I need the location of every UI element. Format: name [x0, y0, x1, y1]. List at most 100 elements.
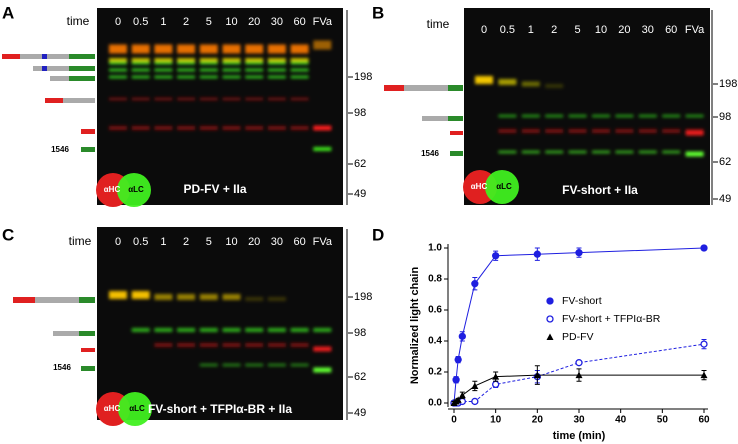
gel-band — [685, 130, 704, 136]
lane-label: 0 — [481, 24, 487, 36]
x-tick-label: 20 — [532, 415, 544, 426]
gel-band — [199, 44, 218, 54]
gel-band — [177, 44, 196, 54]
gel-band — [222, 68, 241, 72]
marker-label: 49 — [719, 193, 731, 205]
lane-label: 60 — [293, 16, 305, 28]
gel-band — [177, 343, 196, 347]
gel-band — [245, 58, 264, 62]
gel-band — [109, 44, 127, 54]
gel-band — [131, 75, 150, 79]
data-point — [575, 371, 583, 379]
lane-label: FVa — [313, 236, 333, 248]
gel-band — [267, 363, 286, 367]
gel-band — [131, 328, 150, 332]
data-point — [533, 250, 541, 258]
legend-label: αHC — [471, 182, 488, 191]
gel-band — [267, 328, 286, 332]
gel-band — [154, 61, 173, 65]
gel-band — [131, 291, 150, 299]
legend-marker — [546, 333, 554, 340]
gel-band — [568, 129, 587, 133]
gel-band — [267, 297, 286, 301]
data-point — [471, 382, 479, 389]
gel-band — [154, 58, 173, 62]
schematics — [2, 54, 463, 371]
y-tick-label: 0.6 — [428, 305, 442, 316]
gel-band — [638, 150, 657, 154]
lane-header: time — [427, 17, 450, 31]
lane-label: 30 — [271, 236, 283, 248]
gel-band — [615, 129, 634, 133]
gel-band — [313, 147, 332, 151]
lane-header: time — [69, 234, 92, 248]
data-point — [471, 397, 479, 406]
gel-band — [290, 126, 309, 130]
gel-band — [638, 114, 657, 118]
gel-band — [662, 150, 681, 154]
panel-label: A — [2, 3, 14, 22]
gel-band — [662, 114, 681, 118]
legend-label: αLC — [129, 404, 145, 413]
gel-band — [290, 75, 309, 79]
legend-marker — [546, 315, 554, 323]
gel-band — [290, 68, 309, 72]
gel-band — [177, 328, 196, 332]
gel-caption: FV-short + IIa — [562, 183, 638, 197]
gel-band — [222, 61, 241, 65]
gel-band — [685, 114, 704, 118]
gel-band — [109, 126, 127, 130]
gel-caption: FV-short + TFPIα-BR + IIa — [148, 402, 292, 416]
marker-label: 49 — [354, 188, 366, 200]
gel-band — [199, 61, 218, 65]
lane-label: 0.5 — [133, 16, 148, 28]
gel-band — [222, 126, 241, 130]
band-label: 1546 — [53, 363, 71, 372]
gel-band — [498, 79, 517, 85]
lane-label: 2 — [551, 24, 557, 36]
gel-band — [154, 343, 173, 347]
gel-band — [245, 44, 264, 54]
x-tick-label: 30 — [573, 415, 585, 426]
gel-band — [199, 328, 218, 332]
lane-label: 20 — [618, 24, 630, 36]
lane-header: time — [67, 14, 90, 28]
gel-band — [177, 68, 196, 72]
gel-band — [267, 68, 286, 72]
gel-band — [290, 44, 309, 54]
gel-band — [131, 68, 150, 72]
gel-band — [245, 68, 264, 72]
gel-image — [97, 8, 343, 205]
gel-band — [313, 328, 332, 332]
gel-band — [568, 114, 587, 118]
gel-band — [615, 150, 634, 154]
gel-band — [267, 44, 286, 54]
lane-label: 2 — [183, 16, 189, 28]
gel-band — [109, 75, 127, 79]
gel-band — [521, 81, 540, 87]
gel-bands — [109, 40, 332, 151]
legend-marker — [546, 297, 554, 305]
band-label: 1546 — [421, 149, 439, 158]
marker-label: 198 — [354, 71, 372, 83]
lane-label: 0.5 — [133, 236, 148, 248]
gel-band — [109, 58, 127, 62]
lane-label: 1 — [160, 236, 166, 248]
gel-band — [154, 44, 173, 54]
legend-label: FV-short + TFPIα-BR — [562, 313, 661, 325]
panel-label: B — [372, 3, 384, 22]
gel-band — [290, 343, 309, 347]
gel-band — [222, 294, 241, 300]
gel-band — [131, 61, 150, 65]
marker-label: 62 — [354, 158, 366, 170]
gel-band — [154, 75, 173, 79]
gel-band — [245, 97, 264, 101]
gel-band — [290, 97, 309, 101]
gel-band — [592, 150, 610, 154]
legend-label: αLC — [128, 185, 144, 194]
y-tick-label: 0.0 — [428, 398, 442, 409]
legend-label: PD-FV — [562, 331, 594, 343]
gel-band — [199, 75, 218, 79]
gel-band — [222, 58, 241, 62]
